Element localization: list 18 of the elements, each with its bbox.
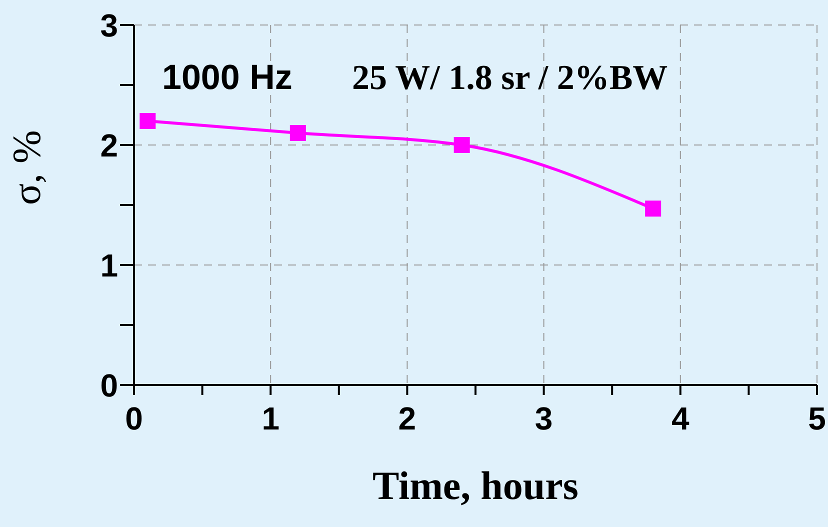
y-tick-label: 0 (100, 367, 118, 404)
y-tick-label: 1 (100, 247, 118, 284)
x-tick-label: 2 (398, 400, 416, 437)
annotation: 25 W/ 1.8 sr / 2%BW (352, 58, 668, 98)
annotation: 1000 Hz (162, 58, 292, 98)
y-tick-label: 3 (100, 7, 118, 44)
x-tick-label: 1 (262, 400, 280, 437)
point (645, 200, 662, 217)
x-tick-label: 0 (125, 400, 143, 437)
point (290, 125, 306, 141)
x-tick-label: 3 (534, 400, 553, 437)
point (140, 113, 156, 129)
x-axis-title: Time, hours (372, 463, 578, 508)
y-tick-label: 2 (100, 127, 118, 164)
point (454, 137, 470, 153)
x-tick-label: 4 (672, 400, 690, 437)
y-axis-title: σ, % (4, 130, 50, 205)
x-tick-label: 5 (808, 400, 826, 437)
